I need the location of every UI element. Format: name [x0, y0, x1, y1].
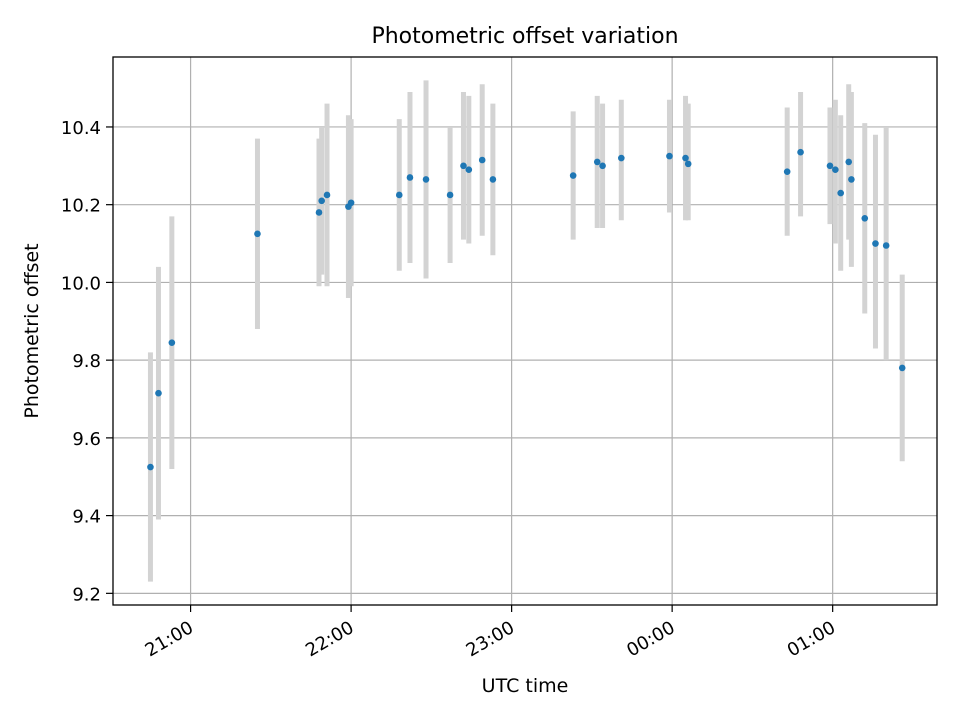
data-point	[898, 364, 906, 372]
data-point	[478, 156, 486, 164]
data-point	[826, 162, 834, 170]
data-point	[406, 174, 414, 181]
data-point	[861, 214, 869, 222]
y-tick-label: 9.8	[72, 351, 101, 372]
data-point	[395, 191, 403, 199]
data-point	[347, 199, 355, 207]
y-axis-label: Photometric offset	[21, 243, 43, 418]
data-point	[569, 172, 577, 179]
data-point	[599, 162, 606, 170]
data-point	[323, 191, 331, 199]
data-point	[422, 176, 430, 183]
data-point	[845, 158, 853, 166]
data-point	[147, 463, 154, 471]
data-point	[155, 389, 162, 397]
data-point	[168, 339, 176, 346]
data-point	[446, 191, 454, 199]
data-point	[618, 154, 625, 162]
y-tick-label: 9.6	[72, 429, 101, 450]
data-point	[848, 176, 855, 183]
data-point	[882, 242, 890, 249]
y-tick-label: 9.4	[72, 507, 101, 528]
data-point	[315, 209, 323, 216]
data-point	[832, 166, 839, 174]
data-point	[318, 197, 325, 205]
data-point	[489, 176, 497, 183]
data-point	[684, 160, 692, 168]
chart-title: Photometric offset variation	[371, 24, 678, 49]
y-tick-label: 10.2	[61, 196, 101, 217]
data-point	[593, 158, 601, 166]
data-point	[783, 168, 791, 175]
data-points	[147, 148, 906, 471]
plot-frame	[112, 56, 938, 606]
x-axis-label: UTC time	[482, 675, 569, 697]
y-tick-label: 9.2	[72, 584, 101, 605]
y-axis: 9.2 9.4 9.6 9.8 10.0 10.2 10.4	[61, 118, 113, 605]
y-tick-label: 10.4	[61, 118, 101, 139]
y-tick-label: 10.0	[61, 273, 101, 294]
data-point	[797, 148, 804, 156]
data-point	[837, 189, 844, 197]
data-point	[254, 230, 261, 238]
data-point	[460, 162, 467, 170]
data-point	[872, 240, 879, 247]
data-point	[682, 154, 689, 162]
data-point	[666, 152, 673, 160]
data-point	[465, 166, 473, 174]
